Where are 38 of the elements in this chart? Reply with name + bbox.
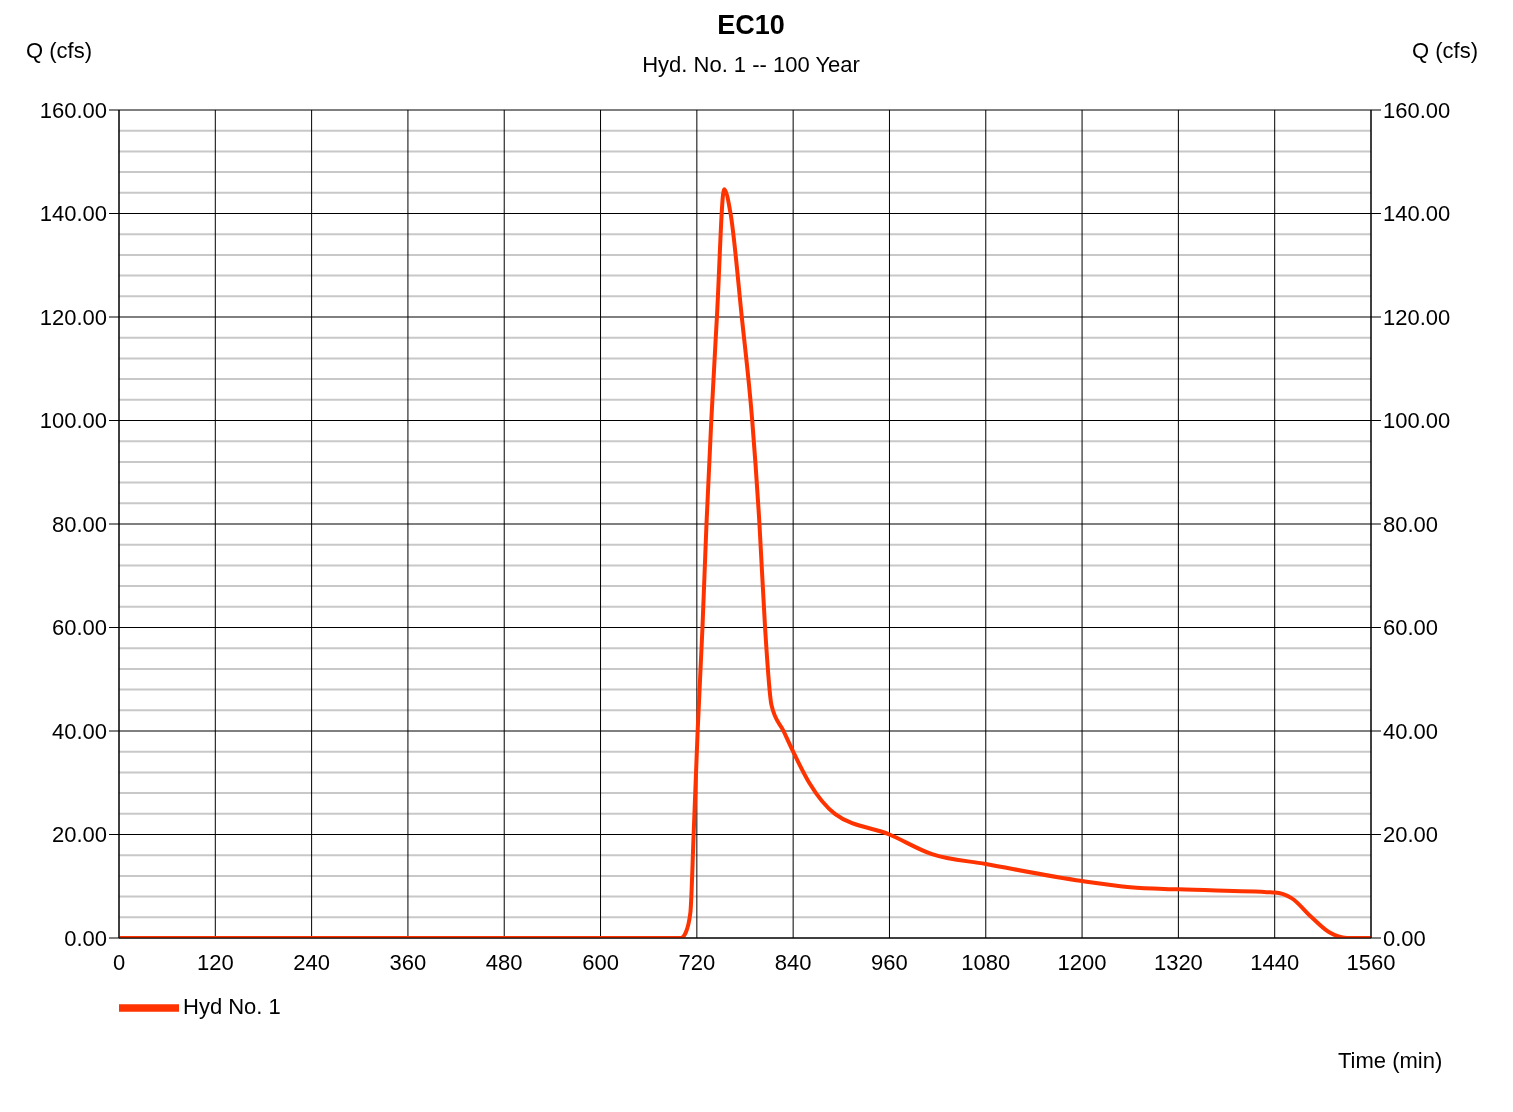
y2-axis-title: Q (cfs): [1412, 38, 1478, 64]
x-tick-label: 1320: [1153, 949, 1203, 975]
y2-tick-label: 40.00: [1383, 718, 1439, 744]
x-tick-label: 1200: [1057, 949, 1107, 975]
x-tick-label: 960: [871, 949, 908, 975]
x-tick-label: 120: [196, 949, 234, 975]
y2-tick-label: 100.00: [1383, 408, 1451, 434]
y-tick-label: 60.00: [51, 615, 107, 641]
x-tick-label: 240: [293, 949, 330, 975]
x-tick-label: 1080: [961, 949, 1011, 975]
x-tick-label: 480: [485, 949, 523, 975]
y-tick-label: 160.00: [39, 97, 107, 123]
y-tick-label: 20.00: [51, 822, 107, 848]
x-tick-label: 720: [678, 949, 716, 975]
x-tick-label: 600: [582, 949, 619, 975]
x-tick-label: 360: [389, 949, 427, 975]
x-tick-label: 840: [774, 949, 812, 975]
x-tick-label: 1560: [1346, 949, 1396, 975]
y2-tick-label: 0.00: [1383, 925, 1426, 951]
x-axis-title: Time (min): [1338, 1048, 1443, 1074]
y2-tick-label: 60.00: [1383, 615, 1439, 641]
x-tick-label: 0: [112, 949, 126, 975]
chart-title: EC10: [717, 10, 785, 40]
legend-label: Hyd No. 1: [183, 993, 281, 1019]
y-tick-label: 120.00: [39, 304, 107, 330]
y-tick-label: 100.00: [39, 408, 107, 434]
y-tick-label: 80.00: [51, 511, 107, 537]
y-axis-title: Q (cfs): [26, 38, 92, 64]
y2-tick-label: 160.00: [1383, 97, 1451, 123]
y2-tick-label: 80.00: [1383, 511, 1439, 537]
y-tick-label: 40.00: [51, 718, 107, 744]
x-tick-label: 1440: [1250, 949, 1300, 975]
chart-subtitle: Hyd. No. 1 -- 100 Year: [642, 52, 860, 77]
y2-tick-label: 120.00: [1383, 304, 1451, 330]
y-tick-label: 140.00: [39, 201, 107, 227]
y2-tick-label: 140.00: [1383, 201, 1451, 227]
y2-tick-label: 20.00: [1383, 822, 1439, 848]
y-tick-label: 0.00: [64, 925, 107, 951]
